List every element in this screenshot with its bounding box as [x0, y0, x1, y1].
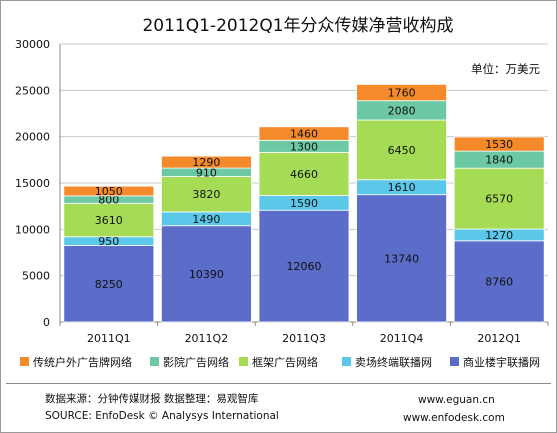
data-label: 10390	[189, 268, 224, 281]
x-tick-label: 2011Q1	[87, 332, 131, 345]
source-en: SOURCE: EnfoDesk © Analysys Internationa…	[45, 410, 279, 422]
data-label: 910	[196, 166, 217, 179]
bar-segment	[356, 84, 448, 102]
bar-segment	[160, 176, 252, 213]
x-tick-label: 2011Q2	[185, 332, 229, 345]
bar-segment	[356, 119, 448, 181]
legend-label: 传统户外广告牌网络	[33, 355, 132, 369]
x-tick-label: 2012Q1	[477, 332, 521, 345]
data-label: 1840	[485, 154, 513, 167]
data-label: 950	[98, 235, 119, 248]
legend-swatch	[239, 357, 248, 366]
data-label: 1270	[485, 229, 513, 242]
bar-segment	[453, 240, 545, 323]
data-label: 6570	[485, 193, 513, 206]
data-label: 3610	[95, 214, 123, 227]
footer-divider	[6, 383, 551, 384]
data-label: 1300	[290, 140, 318, 153]
data-label: 2080	[388, 104, 416, 117]
x-tick-label: 2011Q4	[380, 332, 424, 345]
data-label: 6450	[388, 144, 416, 157]
data-label: 1610	[388, 181, 416, 194]
data-label: 800	[98, 194, 119, 207]
y-tick-label: 30000	[15, 38, 50, 51]
bar-segment	[356, 194, 448, 323]
legend-swatch	[150, 357, 159, 366]
data-label: 1760	[388, 87, 416, 100]
y-tick-label: 15000	[15, 177, 50, 190]
bar-segment	[453, 136, 545, 152]
y-tick-label: 0	[43, 316, 50, 329]
bar-segment	[160, 225, 252, 323]
x-tick-label: 2011Q3	[282, 332, 326, 345]
legend-swatch	[450, 357, 459, 366]
bar-segment	[63, 202, 155, 238]
footer-url-eguan: www.eguan.cn	[418, 394, 495, 406]
footer-url-enfodesk: www.enfodesk.com	[403, 412, 505, 424]
legend-label: 卖场终端联播网	[355, 355, 432, 369]
y-tick-label: 25000	[15, 84, 50, 97]
data-label: 8760	[485, 275, 513, 288]
legend-label: 影院广告网络	[163, 355, 229, 369]
source-cn: 数据来源：分钟传媒财报 数据整理：易观智库	[45, 393, 259, 405]
unit-label: 单位：万美元	[471, 62, 540, 76]
data-label: 1490	[192, 213, 220, 226]
bar-segment	[453, 167, 545, 230]
data-label: 1590	[290, 197, 318, 210]
bar-segment	[63, 245, 155, 323]
y-tick-label: 20000	[15, 131, 50, 144]
legend-swatch	[342, 357, 351, 366]
y-tick-label: 10000	[15, 223, 50, 236]
legend-label: 商业楼宇联播网	[463, 355, 540, 369]
data-label: 3820	[192, 188, 220, 201]
legend-swatch	[20, 357, 29, 366]
data-label: 1050	[95, 185, 123, 198]
bar-segment	[258, 126, 350, 141]
data-label: 13740	[384, 252, 419, 265]
data-label: 1530	[485, 138, 513, 151]
data-label: 4660	[290, 168, 318, 181]
chart-title: 2011Q1-2012Q1年分众传媒净营收构成	[142, 16, 453, 36]
bar-segment	[258, 209, 350, 323]
data-label: 12060	[287, 260, 322, 273]
legend-label: 框架广告网络	[252, 355, 318, 369]
data-label: 8250	[95, 278, 123, 291]
data-label: 1290	[192, 156, 220, 169]
data-label: 1460	[290, 128, 318, 141]
bar-segment	[63, 185, 155, 197]
bar-segment	[258, 151, 350, 196]
bar-segment	[160, 155, 252, 169]
y-tick-label: 5000	[22, 270, 50, 283]
